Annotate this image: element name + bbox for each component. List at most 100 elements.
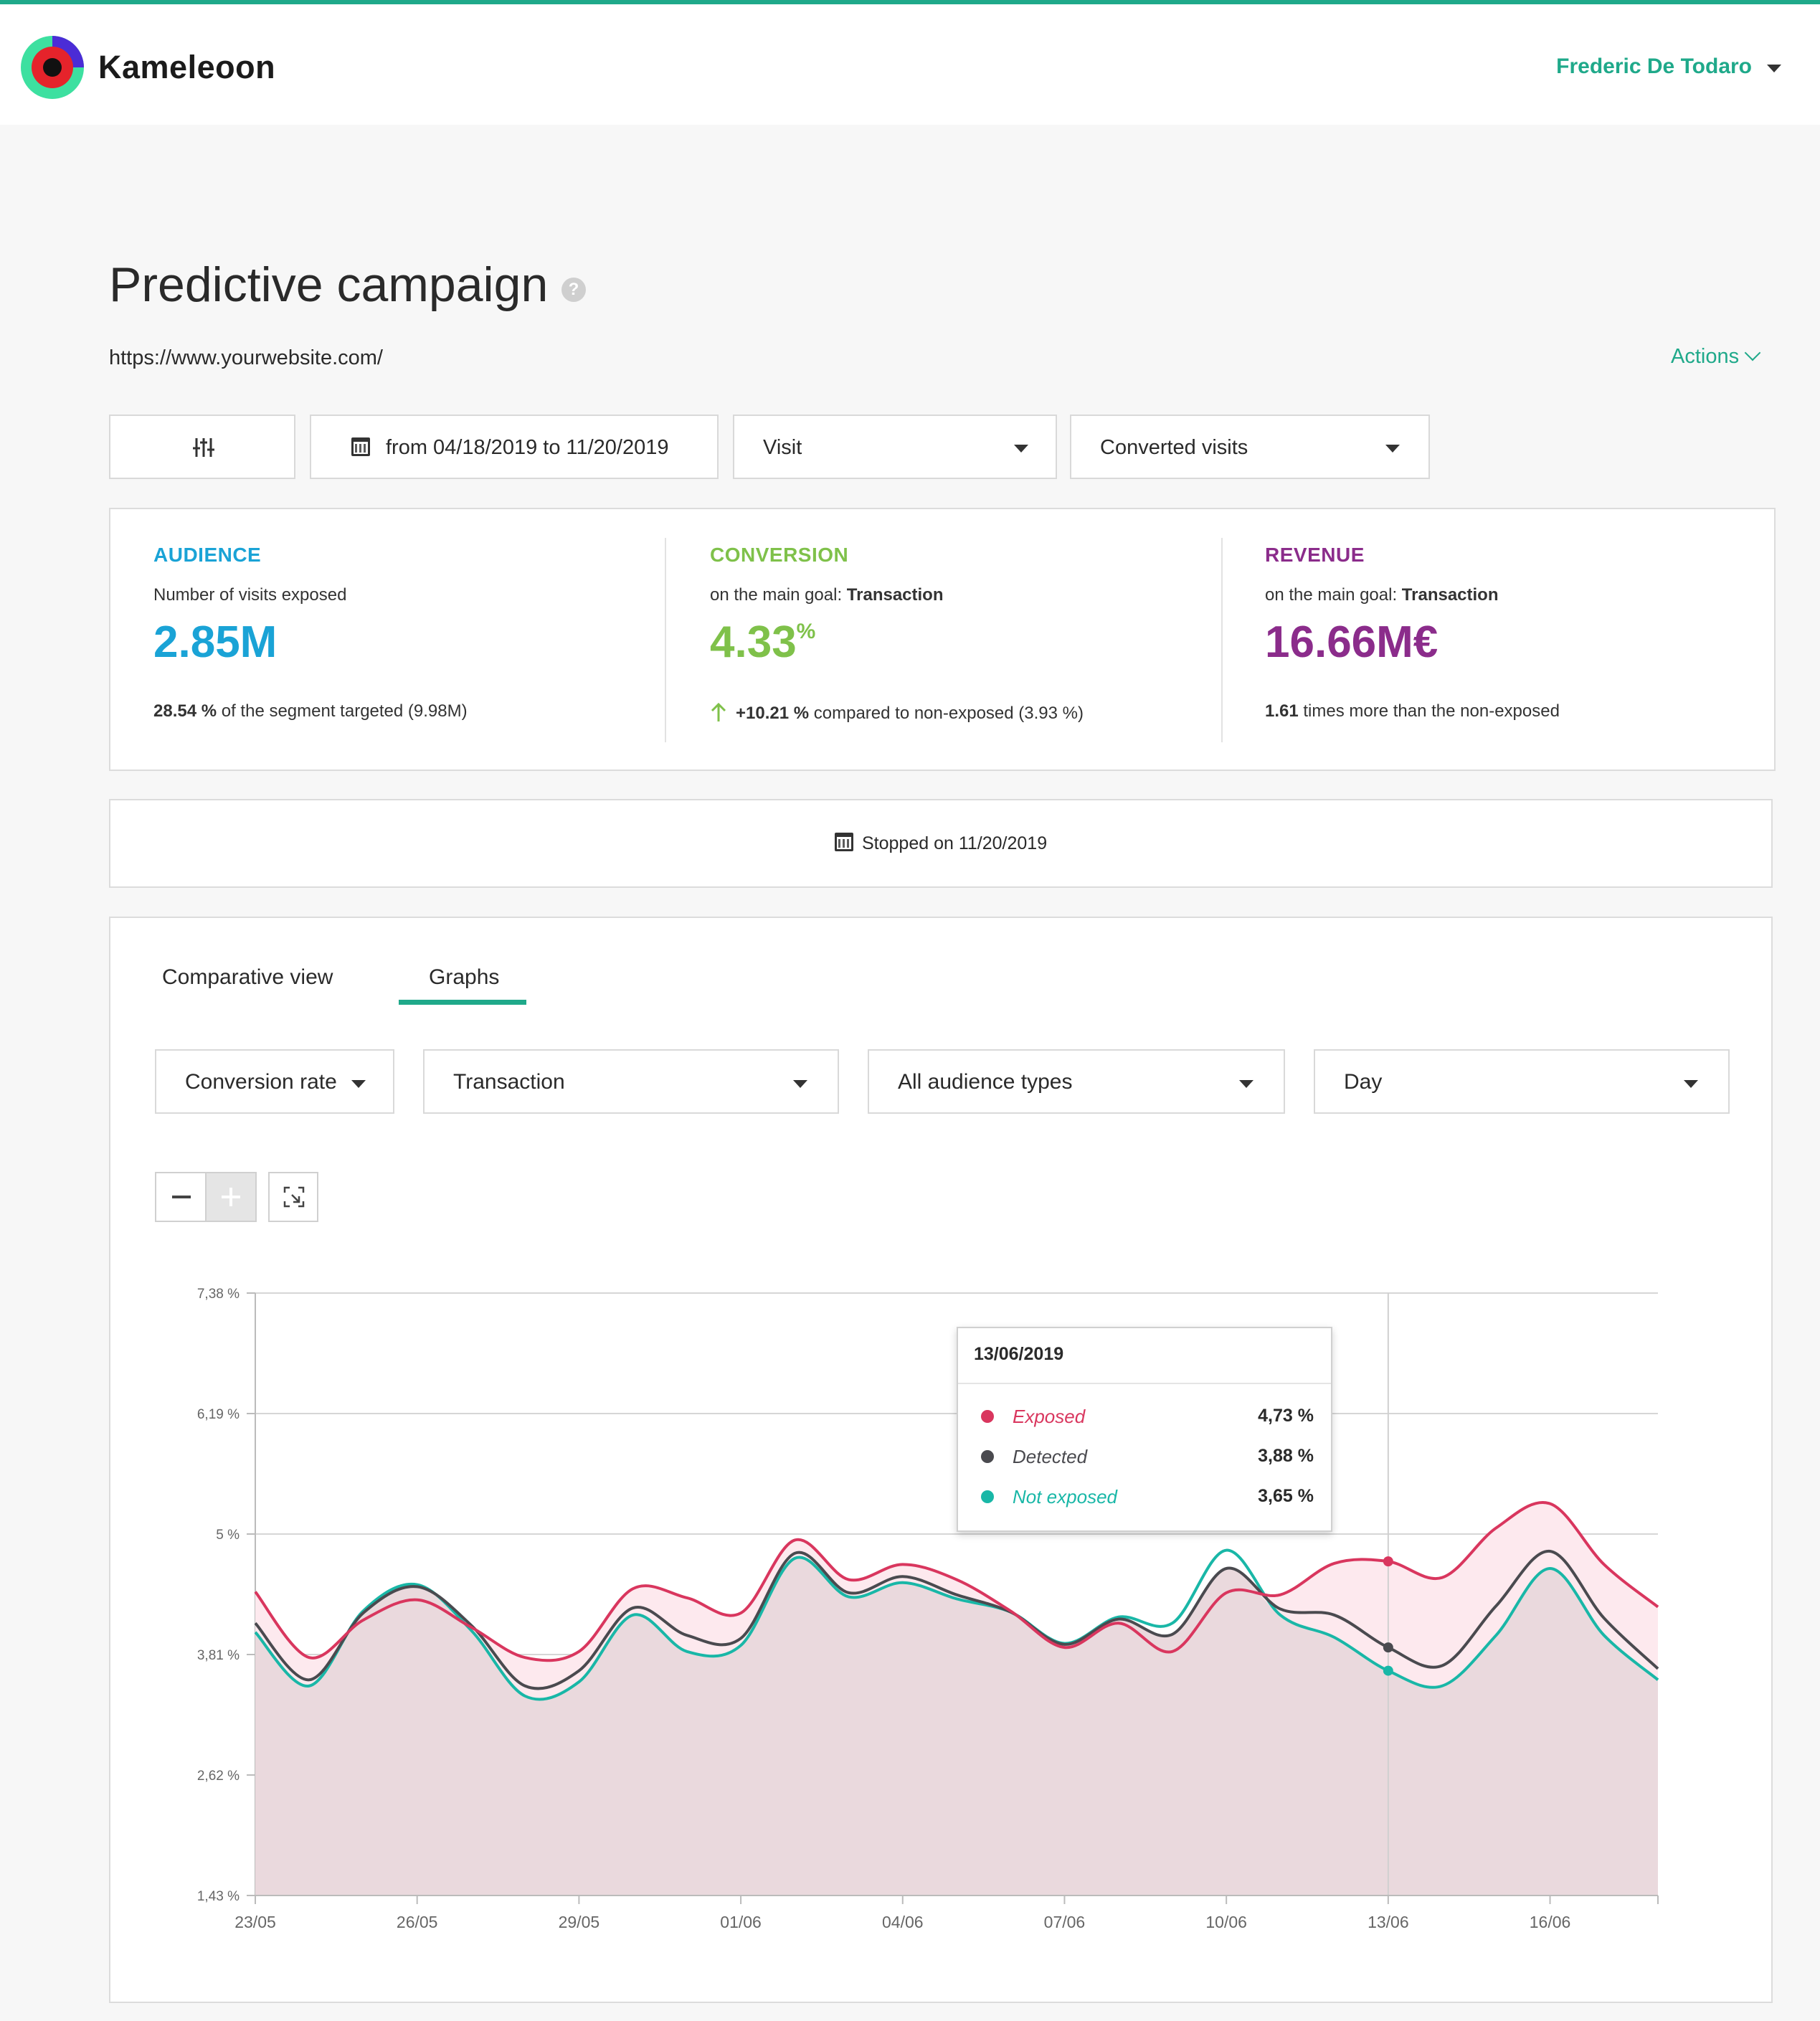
kpi-subtitle: on the main goal: Transaction <box>710 585 944 605</box>
tooltip-series-name: Detected <box>1013 1446 1088 1467</box>
legend-dot-icon <box>981 1490 994 1503</box>
filter-settings-button[interactable] <box>109 415 295 479</box>
calendar-icon <box>351 437 370 456</box>
metric-label: Converted visits <box>1100 436 1248 459</box>
y-tick-label: 6,19 % <box>197 1407 240 1422</box>
audience-label: All audience types <box>898 1070 1073 1094</box>
caret-down-icon <box>1385 445 1400 453</box>
baseline-area <box>255 1557 1658 1895</box>
tooltip-series-value: 3,65 % <box>1258 1486 1314 1506</box>
kpi-subtitle: Number of visits exposed <box>153 585 347 605</box>
tooltip-series-value: 3,88 % <box>1258 1446 1314 1466</box>
series-marker <box>1383 1665 1393 1676</box>
kpi-title: AUDIENCE <box>153 544 262 566</box>
legend-dot-icon <box>981 1410 994 1423</box>
divider <box>958 1383 1331 1384</box>
y-tick-label: 5 % <box>216 1528 240 1543</box>
tooltip-series-name: Exposed <box>1013 1406 1086 1427</box>
legend-dot-icon <box>981 1450 994 1463</box>
caret-down-icon <box>1239 1080 1253 1088</box>
caret-down-icon <box>1014 445 1028 453</box>
status-text: Stopped on 11/20/2019 <box>862 833 1048 853</box>
divider <box>665 538 666 742</box>
x-tick-label: 04/06 <box>882 1913 924 1931</box>
measure-label: Conversion rate <box>185 1070 337 1094</box>
kpi-conversion: CONVERSION on the main goal: Transaction… <box>710 509 1212 770</box>
user-menu[interactable]: Frederic De Todaro <box>1556 55 1752 78</box>
kpi-subtitle: on the main goal: Transaction <box>1265 585 1499 605</box>
top-accent-bar <box>0 0 1820 4</box>
caret-down-icon <box>793 1080 807 1088</box>
minus-icon <box>172 1196 191 1198</box>
kpi-title: CONVERSION <box>710 544 849 566</box>
tab-graphs[interactable]: Graphs <box>429 965 500 989</box>
tooltip-series-name: Not exposed <box>1013 1486 1117 1508</box>
tooltip-series-value: 4,73 % <box>1258 1406 1314 1426</box>
caret-down-icon[interactable] <box>1767 65 1781 72</box>
reset-zoom-button[interactable] <box>268 1172 318 1222</box>
calendar-icon <box>835 833 853 851</box>
arrow-up-icon <box>711 702 726 721</box>
actions-menu[interactable]: Actions <box>1671 345 1740 368</box>
campaign-status-bar: Stopped on 11/20/2019 <box>109 799 1773 888</box>
x-tick-label: 07/06 <box>1044 1913 1086 1931</box>
x-tick-label: 26/05 <box>397 1913 438 1931</box>
kpi-foot: 1.61 times more than the non-exposed <box>1265 701 1560 721</box>
caret-down-icon <box>1684 1080 1698 1088</box>
y-tick-label: 1,43 % <box>197 1889 240 1904</box>
metric-dropdown[interactable]: Converted visits <box>1070 415 1430 479</box>
y-tick-label: 3,81 % <box>197 1648 240 1663</box>
plus-icon <box>222 1188 240 1206</box>
goal-label: Transaction <box>453 1070 565 1094</box>
kpi-revenue: REVENUE on the main goal: Transaction 16… <box>1265 509 1767 770</box>
goal-dropdown[interactable]: Transaction <box>423 1049 839 1114</box>
kameleoon-logo-icon[interactable] <box>19 32 87 100</box>
x-tick-label: 23/05 <box>234 1913 276 1931</box>
tooltip-row-not-exposed: Not exposed 3,65 % <box>958 1483 1331 1512</box>
y-tick-label: 7,38 % <box>197 1287 240 1302</box>
chart-tooltip: 13/06/2019 Exposed 4,73 % Detected 3,88 … <box>957 1327 1332 1532</box>
tooltip-row-exposed: Exposed 4,73 % <box>958 1403 1331 1431</box>
granularity-dropdown[interactable]: Day <box>1314 1049 1730 1114</box>
tab-comparative-view[interactable]: Comparative view <box>162 965 333 989</box>
detected-line <box>254 1549 1659 1690</box>
x-tick-label: 13/06 <box>1368 1913 1409 1931</box>
scope-dropdown[interactable]: Visit <box>733 415 1057 479</box>
x-tick-label: 10/06 <box>1205 1913 1247 1931</box>
series-marker <box>1383 1556 1393 1567</box>
tooltip-date: 13/06/2019 <box>974 1344 1064 1364</box>
site-url: https://www.yourwebsite.com/ <box>109 346 383 369</box>
audience-dropdown[interactable]: All audience types <box>868 1049 1285 1114</box>
measure-dropdown[interactable]: Conversion rate <box>155 1049 394 1114</box>
x-tick-label: 16/06 <box>1530 1913 1571 1931</box>
x-tick-label: 01/06 <box>720 1913 762 1931</box>
exposed-line <box>254 1501 1659 1662</box>
granularity-label: Day <box>1344 1070 1383 1094</box>
date-range-label: from 04/18/2019 to 11/20/2019 <box>386 436 669 459</box>
kpi-foot: +10.21 % compared to non-exposed (3.93 %… <box>710 701 1084 724</box>
page-title: Predictive campaign <box>109 257 549 312</box>
series-marker <box>1383 1642 1393 1653</box>
not-exposed-line <box>254 1548 1659 1701</box>
zoom-in-button[interactable] <box>205 1172 257 1222</box>
help-icon[interactable]: ? <box>561 278 586 302</box>
kpi-audience: AUDIENCE Number of visits exposed 2.85M … <box>153 509 655 770</box>
y-tick-label: 2,62 % <box>197 1769 240 1784</box>
date-range-picker[interactable]: from 04/18/2019 to 11/20/2019 <box>310 415 719 479</box>
kpi-value: 16.66M€ <box>1265 617 1439 667</box>
divider <box>1221 538 1223 742</box>
kpi-value: 4.33% <box>710 617 816 667</box>
kpi-panel: AUDIENCE Number of visits exposed 2.85M … <box>109 508 1776 771</box>
caret-down-icon <box>351 1080 366 1088</box>
active-tab-indicator <box>399 1000 526 1005</box>
kpi-value: 2.85M <box>153 617 278 667</box>
fullscreen-icon <box>283 1186 305 1208</box>
sliders-icon <box>193 438 214 457</box>
kpi-foot: 28.54 % of the segment targeted (9.98M) <box>153 701 468 721</box>
x-tick-label: 29/05 <box>559 1913 600 1931</box>
app-name: Kameleoon <box>98 49 276 85</box>
kpi-title: REVENUE <box>1265 544 1365 566</box>
tooltip-row-detected: Detected 3,88 % <box>958 1443 1331 1472</box>
scope-label: Visit <box>763 436 802 459</box>
